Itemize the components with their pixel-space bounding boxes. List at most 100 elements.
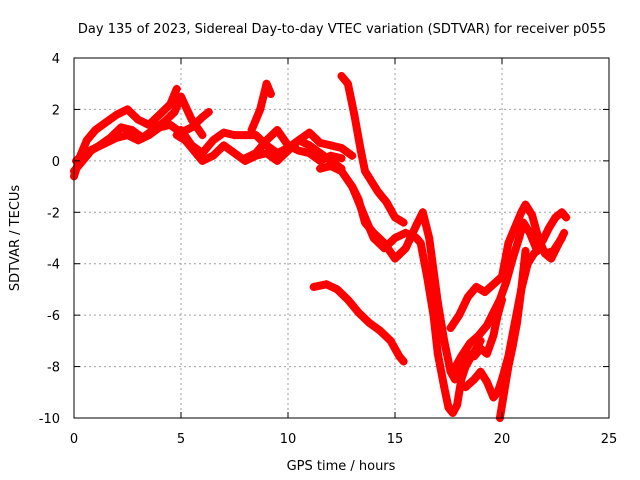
data-point-plus [457, 375, 466, 384]
series-track-6 [247, 79, 275, 134]
data-point-plus [134, 136, 143, 145]
data-point-plus [448, 367, 457, 376]
data-point-plus [472, 344, 481, 353]
data-point-plus [423, 272, 432, 281]
data-point-plus [536, 244, 545, 253]
data-point-plus [465, 339, 474, 348]
data-point-plus [386, 336, 395, 345]
data-point-plus [294, 146, 303, 155]
data-point-plus [356, 146, 365, 155]
x-tick-label: 25 [601, 432, 618, 447]
data-point-plus [266, 90, 275, 98]
series-layer [70, 72, 571, 422]
data-point-plus [219, 128, 228, 137]
data-point-plus [316, 156, 325, 165]
data-point-plus [80, 149, 89, 158]
data-point-plus [91, 144, 100, 152]
data-point-plus [557, 234, 566, 242]
data-point-plus [123, 131, 132, 140]
series-trace [309, 280, 408, 366]
data-point-plus [412, 234, 421, 242]
data-point-plus [117, 123, 126, 132]
series-trace [247, 79, 275, 134]
data-point-plus [294, 136, 303, 145]
data-point-plus [461, 362, 470, 371]
data-point-plus [549, 246, 558, 255]
data-point-plus [562, 213, 571, 222]
data-point-plus [440, 336, 449, 345]
data-point-plus [284, 141, 292, 150]
data-point-plus [545, 223, 554, 232]
data-point-plus [166, 120, 175, 129]
data-point-plus [399, 357, 408, 366]
data-point-plus [343, 79, 352, 88]
data-point-plus [305, 149, 314, 158]
data-point-plus [326, 151, 335, 160]
data-point-plus [502, 277, 511, 286]
data-point-plus [144, 131, 153, 140]
data-point-plus [112, 133, 121, 142]
data-point-plus [391, 254, 399, 263]
data-point-plus [361, 167, 370, 176]
y-tick-label: -10 [39, 412, 60, 427]
data-point-plus [508, 342, 517, 350]
y-tick-label: -4 [47, 258, 60, 273]
data-point-plus [457, 352, 466, 361]
data-point-plus [500, 388, 509, 397]
data-point-plus [166, 100, 175, 109]
data-point-plus [538, 236, 547, 245]
plot-frame [73, 57, 610, 419]
data-point-plus [348, 182, 357, 191]
data-point-plus [273, 149, 282, 158]
series-track-1 [70, 84, 181, 181]
data-point-plus [440, 383, 449, 392]
data-point-plus [198, 113, 207, 122]
data-point-plus [262, 79, 271, 88]
data-point-plus [155, 123, 164, 132]
series-track-11 [309, 280, 408, 366]
series-trace [72, 108, 213, 165]
data-point-plus [480, 288, 489, 296]
x-tick-label: 10 [280, 432, 297, 447]
data-point-plus [551, 213, 560, 222]
data-point-plus [262, 136, 271, 145]
data-point-plus [495, 295, 504, 304]
data-point-plus [247, 126, 256, 134]
tick-layer: 0 5 10 15 20 25 -10 -8 -6 -4 -2 0 2 4 [39, 52, 618, 447]
data-point-plus [367, 177, 376, 186]
y-tick-label: -8 [47, 361, 60, 376]
data-point-plus [102, 118, 111, 127]
data-point-plus [425, 234, 434, 242]
data-point-plus [123, 105, 132, 114]
data-point-plus [416, 239, 425, 248]
data-point-plus [463, 293, 472, 302]
data-point-plus [198, 149, 207, 158]
series-trace [337, 72, 408, 227]
series-track-8 [337, 72, 408, 227]
data-point-plus [337, 72, 346, 80]
data-point-plus [461, 383, 470, 392]
data-point-plus [489, 393, 498, 402]
data-point-plus [448, 408, 457, 417]
series-trace [448, 208, 571, 376]
y-tick-label: 4 [52, 52, 60, 67]
data-point-plus [489, 280, 498, 289]
data-point-plus [455, 311, 464, 320]
data-point-plus [177, 126, 185, 134]
data-point-plus [209, 136, 218, 145]
x-tick-label: 20 [494, 432, 511, 447]
data-point-plus [127, 126, 136, 134]
data-point-plus [510, 223, 519, 232]
chart-title: Day 135 of 2023, Sidereal Day-to-day VTE… [78, 22, 606, 37]
data-point-plus [508, 254, 517, 263]
data-point-plus [515, 234, 524, 242]
data-point-plus [521, 200, 530, 209]
data-point-plus [429, 311, 438, 320]
data-point-plus [354, 308, 363, 317]
data-point-plus [241, 154, 250, 163]
data-point-plus [230, 149, 239, 158]
data-point-plus [376, 326, 385, 335]
data-point-plus [418, 208, 427, 217]
y-axis-label: SDTVAR / TECUs [8, 185, 23, 292]
